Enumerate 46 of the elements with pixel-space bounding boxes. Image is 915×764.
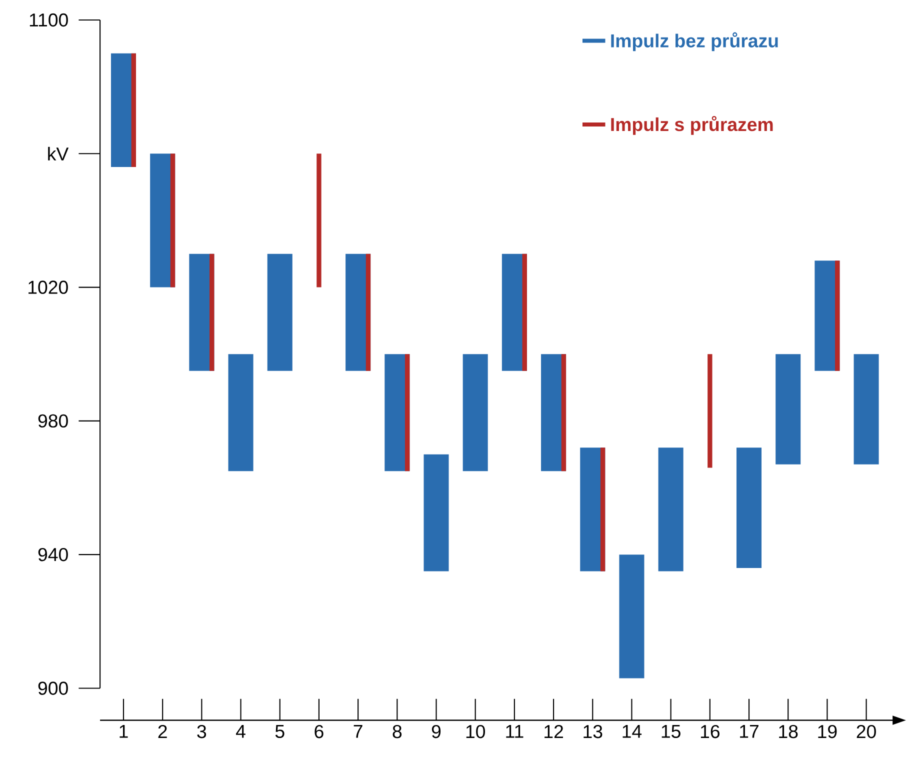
x-tick-label: 2 [158, 724, 167, 738]
x-tick-label: 3 [197, 724, 206, 738]
bar [736, 448, 762, 568]
legend-label: Impulz s průrazem [611, 116, 773, 135]
y-tick-label: 900 [38, 681, 68, 695]
bar [835, 260, 840, 371]
bar [561, 354, 566, 471]
bar [854, 354, 879, 464]
bar [210, 254, 214, 371]
bar [170, 154, 176, 288]
x-tick-label: 8 [392, 724, 402, 738]
bar [619, 554, 644, 678]
bar [404, 354, 410, 471]
y-tick-label: 940 [38, 548, 68, 562]
x-tick-label: 6 [314, 724, 324, 738]
bar [366, 254, 371, 371]
y-tick-label: 1100 [30, 13, 68, 26]
x-tick-label: 15 [662, 724, 680, 738]
bar [462, 354, 488, 471]
y-tick-label: 980 [38, 414, 68, 428]
x-tick-label: 11 [506, 724, 524, 738]
x-tick-label: 9 [432, 724, 441, 738]
bar [267, 254, 292, 371]
x-tick-label: 7 [354, 724, 362, 738]
x-tick-label: 14 [622, 724, 642, 738]
x-tick-label: 13 [584, 724, 602, 738]
x-tick-label: 20 [856, 724, 876, 738]
bar [424, 454, 449, 572]
x-tick-label: 4 [236, 724, 246, 738]
x-tick-label: 19 [818, 724, 837, 738]
x-tick-label: 10 [466, 724, 486, 738]
bar [658, 448, 684, 572]
legend-label: Impulz bez průrazu [611, 32, 778, 52]
y-tick-label: 1020 [28, 280, 68, 294]
x-tick-label: 5 [275, 724, 284, 738]
x-tick-label: 17 [740, 724, 758, 738]
y-tick-label: kV [48, 146, 69, 160]
x-tick-label: 18 [779, 724, 798, 738]
bar [131, 53, 136, 167]
bar [228, 354, 254, 471]
x-tick-label: 12 [544, 724, 563, 738]
bar [776, 354, 801, 464]
x-tick-label: 16 [700, 724, 720, 738]
x-tick-label: 1 [120, 724, 128, 738]
bar [600, 448, 606, 572]
bar [522, 254, 527, 371]
